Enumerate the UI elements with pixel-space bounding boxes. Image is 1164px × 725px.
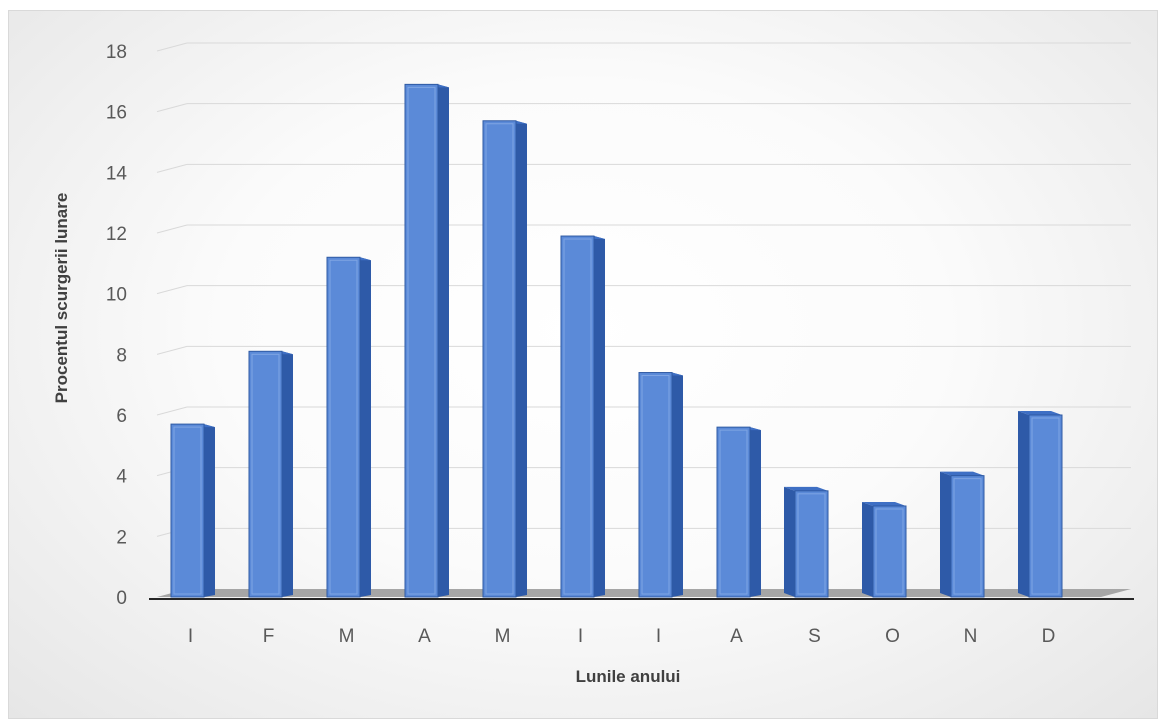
bar-side xyxy=(594,236,605,598)
bar-side xyxy=(672,372,683,597)
y-tick-label: 0 xyxy=(116,588,127,609)
gridline-diagonal xyxy=(156,285,188,295)
bar-bevel xyxy=(641,375,670,595)
y-tick-label: 16 xyxy=(106,103,127,124)
bar-front xyxy=(872,505,907,598)
bar-side xyxy=(862,502,873,597)
bar xyxy=(1018,411,1063,598)
y-tick-labels: 0 2 4 6 8 10 12 14 16 18 xyxy=(106,42,128,609)
x-tick-label: I xyxy=(578,626,583,647)
bar-chart: 0 2 4 6 8 10 12 14 16 18 I F M A M I I A S O N D Lunile anul… xyxy=(52,42,1134,686)
y-tick-label: 2 xyxy=(116,527,127,548)
bar-side xyxy=(940,471,951,597)
gridline-diagonal xyxy=(156,224,188,234)
y-tick-label: 10 xyxy=(106,285,127,306)
bar-bevel xyxy=(563,238,592,595)
bar xyxy=(638,372,683,598)
bar xyxy=(170,423,215,598)
bar-front xyxy=(794,490,829,598)
bar-bevel xyxy=(1031,417,1060,595)
bar xyxy=(326,256,371,598)
y-axis-title: Procentul scurgerii lunare xyxy=(52,193,71,404)
bar xyxy=(862,502,907,598)
x-tick-label: I xyxy=(656,626,661,647)
bar-side xyxy=(204,424,215,597)
y-tick-label: 6 xyxy=(116,406,127,427)
bar xyxy=(248,350,293,598)
chart-area: 0 2 4 6 8 10 12 14 16 18 I F M A M I I A S O N D Lunile anul… xyxy=(8,10,1158,719)
y-tick-label: 14 xyxy=(106,163,128,184)
y-tick-label: 4 xyxy=(116,467,127,488)
bar-bevel xyxy=(875,508,904,595)
x-tick-label: M xyxy=(495,626,511,647)
gridline-diagonal xyxy=(156,345,188,355)
bar-side xyxy=(438,84,449,597)
y-tick-label: 18 xyxy=(106,42,127,63)
x-tick-label: A xyxy=(730,626,743,647)
bar-side xyxy=(282,351,293,597)
bar xyxy=(404,83,449,598)
x-tick-label: A xyxy=(418,626,431,647)
bar-front xyxy=(326,256,361,598)
gridline-diagonal xyxy=(156,42,188,52)
bar-side xyxy=(360,257,371,597)
bar-bevel xyxy=(797,493,826,595)
gridline-diagonal xyxy=(156,406,188,416)
bar-bevel xyxy=(719,429,748,595)
bar-front xyxy=(950,475,985,598)
x-tick-label: O xyxy=(885,626,900,647)
x-tick-label: I xyxy=(188,626,193,647)
bar xyxy=(940,471,985,598)
bar-top xyxy=(1018,411,1062,415)
bar xyxy=(716,426,761,598)
bar xyxy=(482,120,527,598)
x-tick-label: N xyxy=(964,626,978,647)
bar-side xyxy=(750,427,761,597)
bar-bevel xyxy=(953,478,982,595)
bar-side xyxy=(516,120,527,598)
bar-front xyxy=(716,426,751,598)
bar-top xyxy=(940,471,984,476)
bar xyxy=(560,235,605,598)
x-tick-label: M xyxy=(339,626,355,647)
bar-front xyxy=(1028,414,1063,598)
x-tick-label: F xyxy=(263,626,275,647)
bar-front xyxy=(638,372,673,598)
y-tick-label: 12 xyxy=(106,224,127,245)
bar-bevel xyxy=(407,86,436,595)
bar-bevel xyxy=(173,426,202,595)
bar-front xyxy=(560,235,595,598)
bar-side xyxy=(784,486,795,597)
bar-top xyxy=(784,486,828,491)
y-tick-label: 8 xyxy=(116,345,127,366)
gridline-diagonal xyxy=(156,163,188,173)
x-tick-label: S xyxy=(808,626,821,647)
x-axis-title: Lunile anului xyxy=(576,667,681,686)
bar-front xyxy=(248,350,283,598)
bar-side xyxy=(1018,411,1029,597)
gridline-diagonal xyxy=(156,103,188,113)
bar-front xyxy=(482,120,517,598)
bar-bevel xyxy=(485,123,514,595)
x-tick-label: D xyxy=(1042,626,1056,647)
bar-front xyxy=(170,423,205,598)
bar-top xyxy=(862,502,906,506)
bar-bevel xyxy=(329,259,358,595)
bar-bevel xyxy=(251,353,280,595)
bars xyxy=(170,83,1063,598)
bar xyxy=(784,486,829,598)
bar-front xyxy=(404,83,439,598)
